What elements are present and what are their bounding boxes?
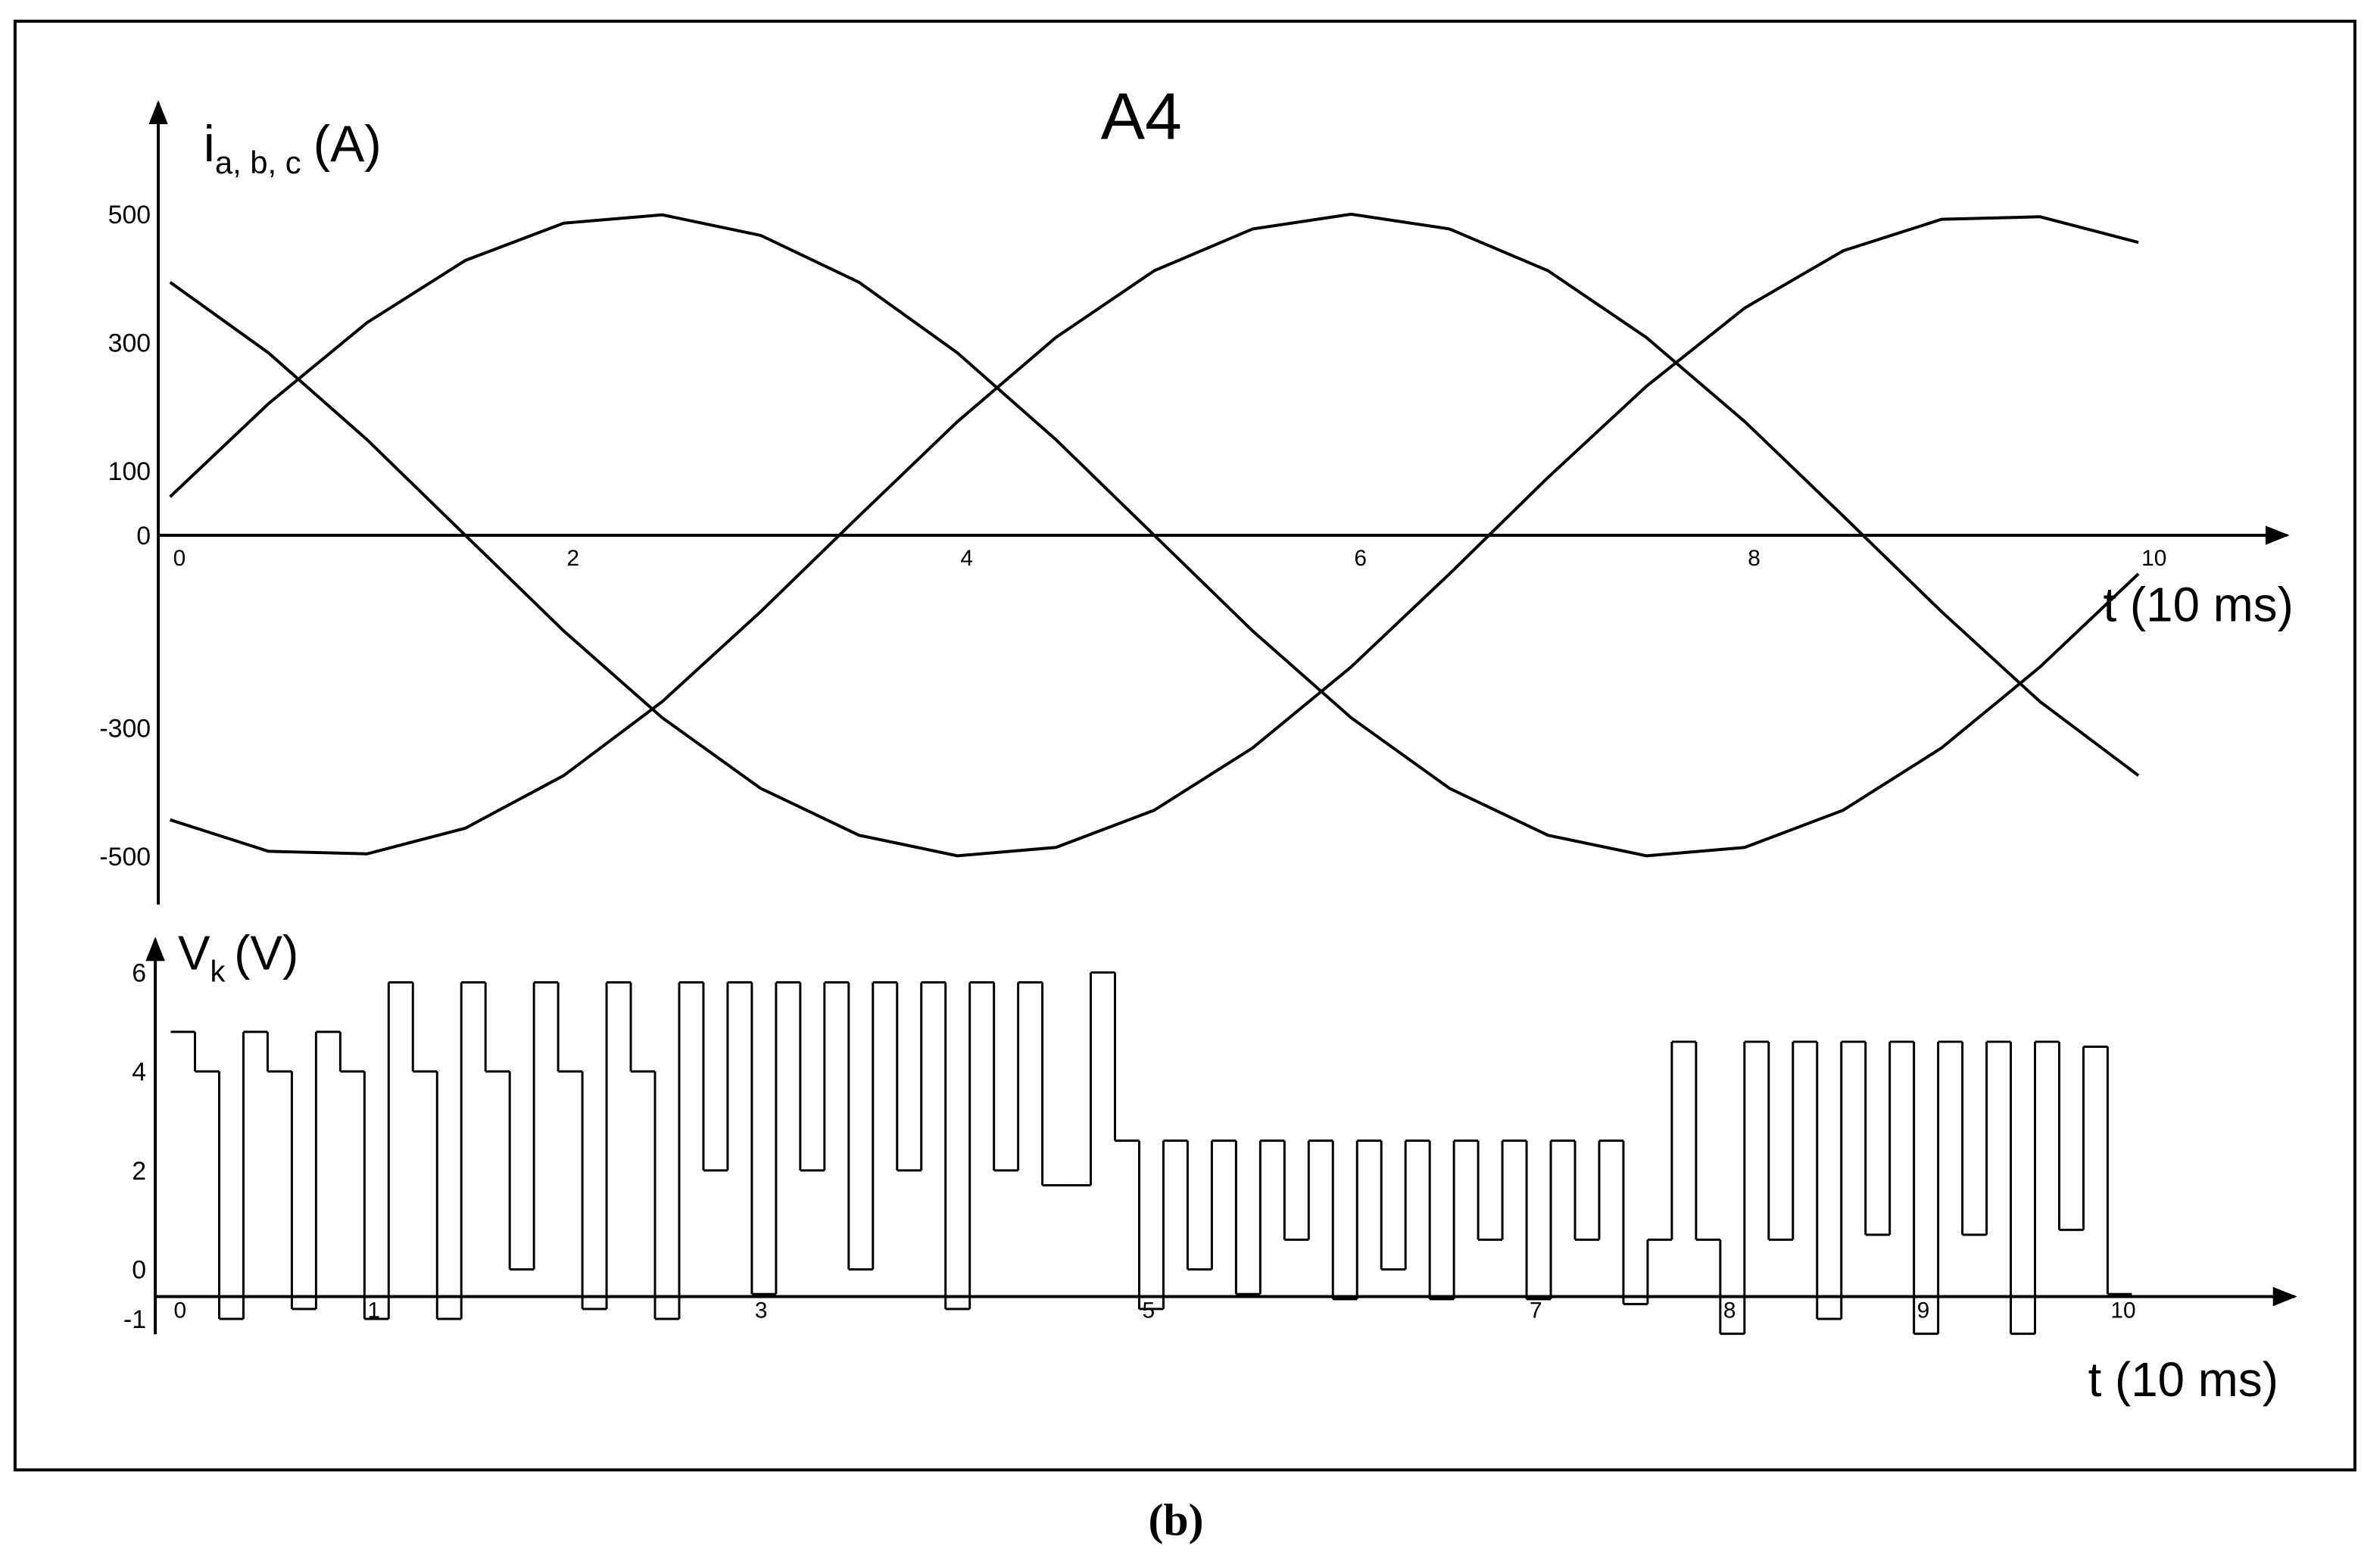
y-label-subscript: k [210,955,225,988]
y-tick-label: 500 [108,201,151,229]
y-label-unit: (A) [313,116,382,173]
x-tick-label: 10 [2141,546,2166,571]
y-tick-label: 6 [132,959,146,987]
y-axis-label: Vk (V) [178,925,298,988]
y-label-subscript: a, b, c [215,145,301,180]
x-tick-label: 9 [1917,1298,1930,1323]
x-tick-label: 3 [755,1298,768,1323]
y-tick-label: -300 [99,714,151,743]
y-axis-label: ia, b, c (A) [204,116,382,180]
x-axis-label: t (10 ms) [2104,577,2294,631]
x-axis-label: t (10 ms) [2088,1352,2278,1407]
y-tick-label: -500 [99,843,151,871]
y-tick-label: 4 [132,1058,146,1086]
x-tick-label: 5 [1142,1298,1155,1323]
x-tick-label: 7 [1530,1298,1542,1323]
data-line [169,215,2139,858]
x-tick-label: 1 [367,1298,380,1323]
x-tick-label: 2 [567,546,580,571]
caption: (b) [1149,1495,1204,1545]
x-tick-label: 4 [960,546,973,571]
y-tick-label: 0 [136,522,151,550]
x-tick-label: 6 [1354,546,1367,571]
data-line [170,212,2140,856]
x-tick-label: 0 [173,546,186,571]
y-tick-label: 300 [108,329,151,357]
y-tick-label: 2 [132,1157,146,1186]
y-tick-label: 100 [108,457,151,486]
frame [13,20,2357,1472]
y-label-main: i [204,116,215,173]
x-tick-label: 8 [1748,546,1761,571]
x-tick-label: 0 [174,1298,187,1323]
y-label-main: V [178,925,211,980]
data-line [169,213,2140,858]
x-tick-label: 10 [2110,1298,2135,1323]
y-label-unit: (V) [234,925,298,980]
y-tick-label: 0 [132,1256,146,1285]
chart-title: A4 [1101,79,1182,153]
y-tick-label: -1 [123,1305,146,1334]
x-tick-label: 8 [1723,1298,1736,1323]
